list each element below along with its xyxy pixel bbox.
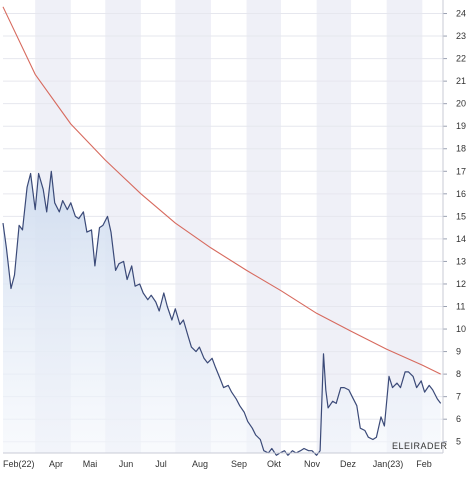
y-tick-label: 11 — [456, 302, 465, 312]
y-tick-label: 15 — [456, 211, 466, 221]
y-tick-label: 8 — [456, 369, 461, 379]
x-tick-label: Nov — [304, 459, 321, 469]
y-tick-label: 18 — [456, 144, 466, 154]
x-tick-label: Jan(23) — [373, 459, 404, 469]
y-tick-label: 5 — [456, 437, 461, 447]
x-tick-label: Aug — [192, 459, 208, 469]
y-axis-ticks: 5 6 7 8 9 10 11 12 13 14 15 16 17 18 19 20 21 22 23 24 — [3, 0, 466, 454]
y-tick-label: 23 — [456, 31, 466, 41]
y-tick-label: 22 — [456, 54, 466, 64]
x-tick-label: Feb — [416, 459, 432, 469]
y-tick-label: 20 — [456, 99, 466, 109]
series-area — [3, 171, 441, 456]
x-tick-label: Apr — [49, 459, 63, 469]
x-tick-label: Dez — [340, 459, 357, 469]
y-tick-label: 6 — [456, 414, 461, 424]
x-tick-label: Feb(22) — [3, 459, 35, 469]
y-tick-label: 24 — [456, 9, 466, 19]
y-tick-label: 16 — [456, 189, 466, 199]
y-tick-label: 21 — [456, 76, 466, 86]
x-tick-label: Sep — [231, 459, 247, 469]
y-tick-label: 19 — [456, 121, 466, 131]
y-tick-label: 7 — [456, 392, 461, 402]
y-tick-label: 13 — [456, 256, 466, 266]
watermark: ELEIRADER — [392, 441, 448, 451]
price-area — [3, 171, 441, 456]
y-tick-label: 10 — [456, 324, 466, 334]
y-tick-label: 9 — [456, 347, 461, 357]
y-tick-label: 17 — [456, 166, 466, 176]
x-tick-label: Jul — [155, 459, 167, 469]
x-tick-label: Mai — [83, 459, 98, 469]
price-line — [2, 170, 442, 456]
month-band — [246, 0, 282, 453]
month-band — [316, 0, 352, 453]
x-tick-label: Okt — [267, 459, 282, 469]
x-axis-ticks: Feb(22) Apr Mai Jun Jul Aug Sep Okt Nov Dez Jan(23… — [3, 459, 432, 469]
y-tick-label: 12 — [456, 279, 466, 289]
x-tick-label: Jun — [119, 459, 134, 469]
series-lines — [2, 6, 442, 456]
moving-average-line — [2, 6, 441, 375]
y-tick-label: 14 — [456, 234, 466, 244]
